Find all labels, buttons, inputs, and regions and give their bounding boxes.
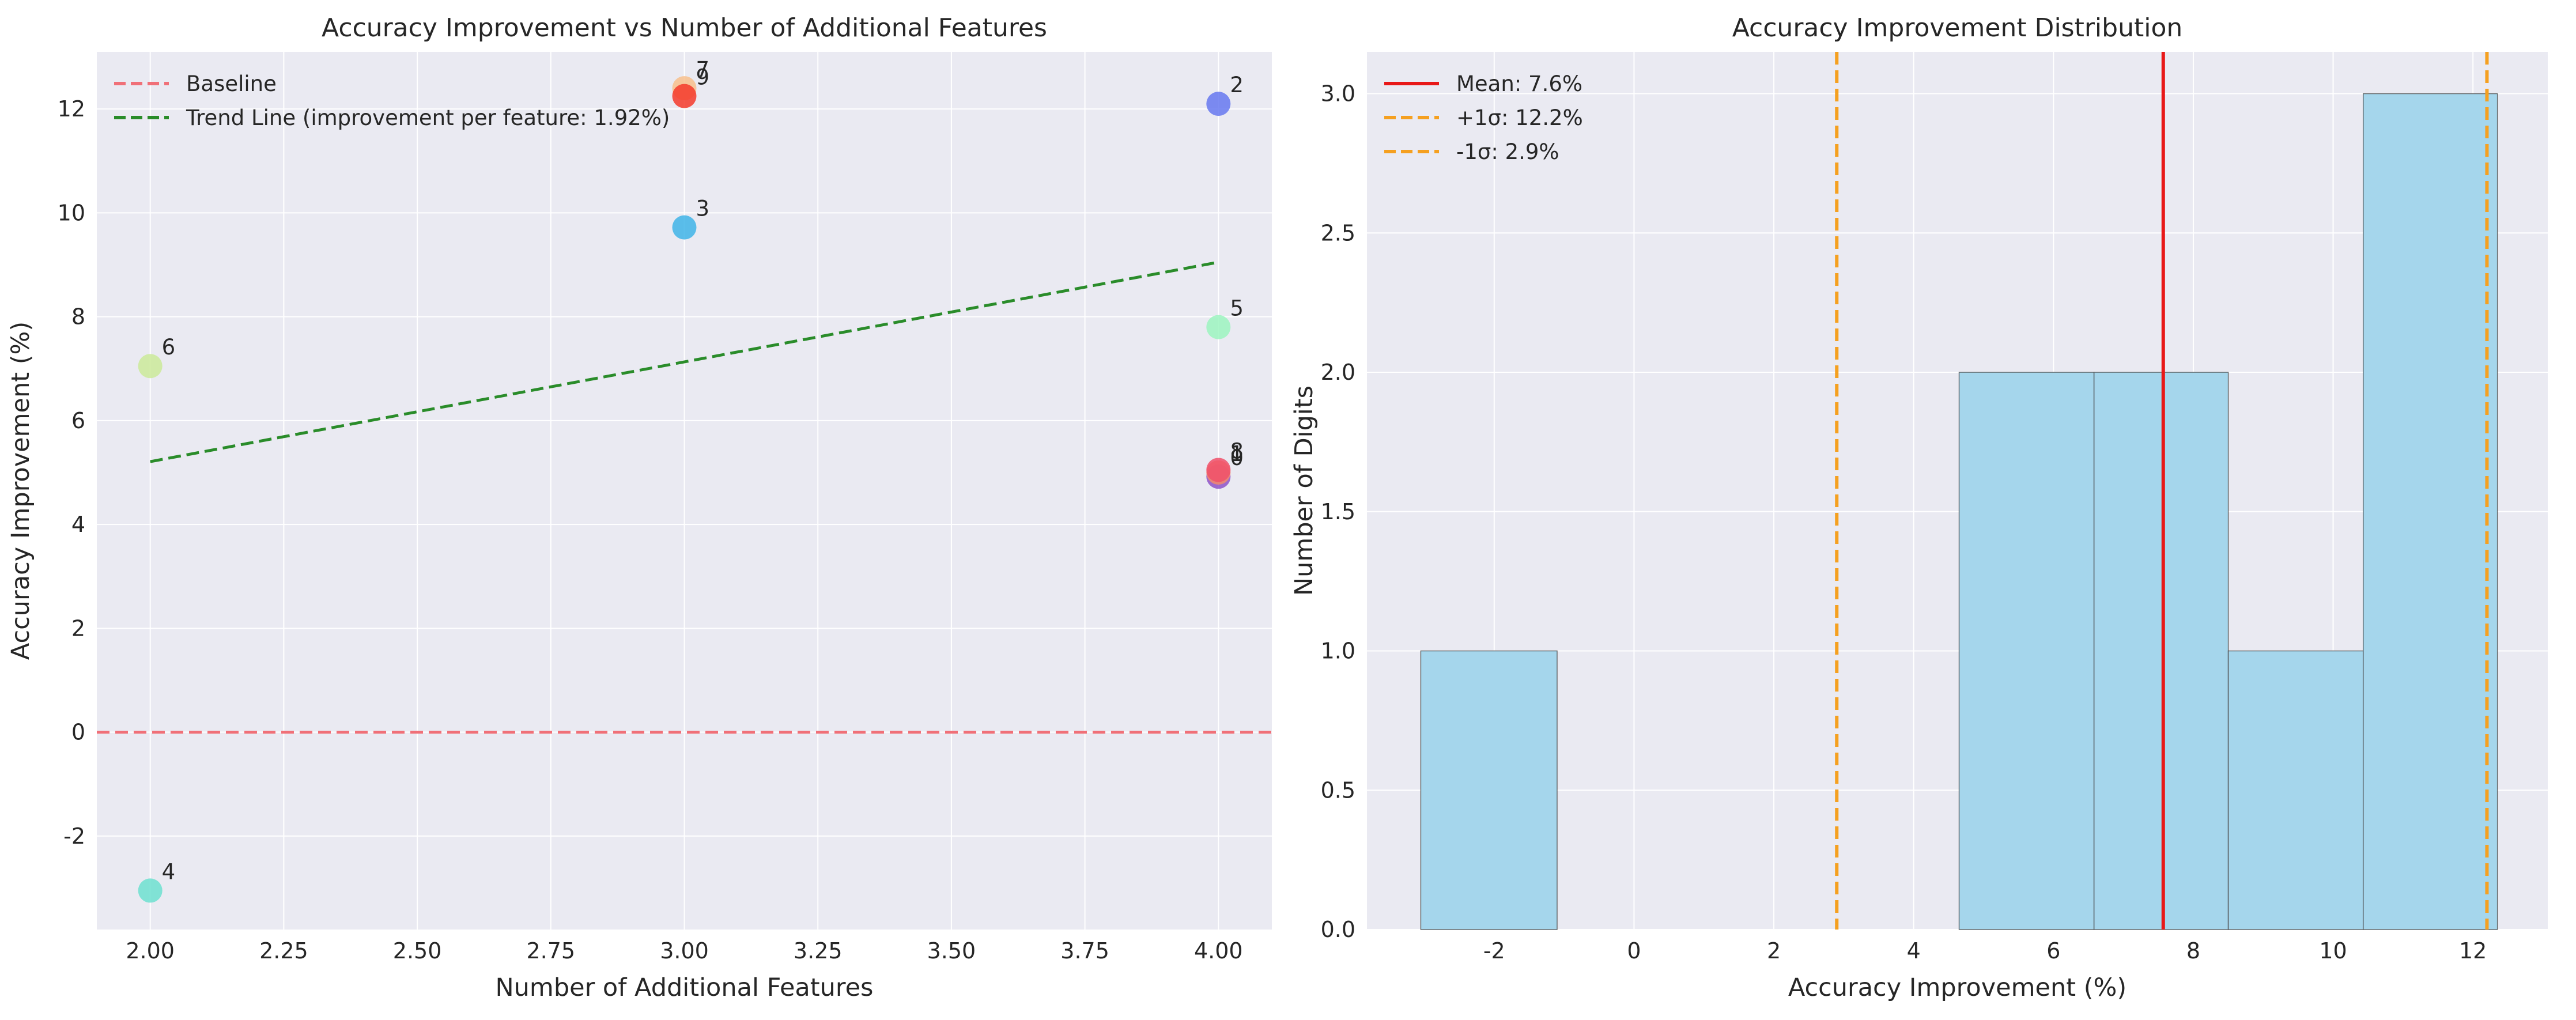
point-label: 9 bbox=[696, 65, 710, 90]
data-points bbox=[138, 76, 1231, 903]
data-point bbox=[138, 878, 163, 903]
x-tick-label: 2.50 bbox=[393, 938, 442, 964]
data-point bbox=[138, 354, 163, 379]
y-tick-label: 2.5 bbox=[1321, 220, 1355, 245]
point-label: 3 bbox=[696, 197, 710, 221]
x-tick-label: 12 bbox=[2459, 938, 2487, 964]
y-tick-label: 1.5 bbox=[1321, 499, 1355, 524]
y-tick-label: -2 bbox=[63, 823, 85, 849]
y-tick-label: 2.0 bbox=[1321, 360, 1355, 385]
data-point bbox=[1206, 92, 1231, 116]
gridlines bbox=[97, 52, 1272, 930]
x-tick-label: 4 bbox=[1907, 938, 1921, 964]
x-axis-label: Accuracy Improvement (%) bbox=[1788, 973, 2126, 1002]
point-label: 2 bbox=[1230, 73, 1244, 97]
histogram-panel: -2 0 2 4 6 8 10 12 0.0 0.5 1.0 1.5 2.0 2.5 3.0 Accuracy… bbox=[1290, 13, 2548, 1002]
y-axis-label: Accuracy Improvement (%) bbox=[6, 322, 35, 660]
x-tick-label: 3.25 bbox=[794, 938, 843, 964]
chart-title: Accuracy Improvement vs Number of Additi… bbox=[322, 13, 1047, 43]
legend: Mean: 7.6% +1σ: 12.2% -1σ: 2.9% bbox=[1384, 71, 1583, 164]
legend-label: Trend Line (improvement per feature: 1.9… bbox=[186, 105, 670, 130]
y-tick-label: 2 bbox=[71, 615, 85, 641]
y-tick-label: 12 bbox=[58, 96, 85, 122]
x-tick-label: 2 bbox=[1767, 938, 1781, 964]
data-point bbox=[672, 215, 697, 240]
y-tick-label: 0.5 bbox=[1321, 777, 1355, 803]
y-tick-label: 6 bbox=[71, 408, 85, 433]
y-tick-labels: 0.0 0.5 1.0 1.5 2.0 2.5 3.0 bbox=[1321, 81, 1355, 942]
x-tick-label: 3.50 bbox=[927, 938, 976, 964]
x-tick-label: 2.00 bbox=[126, 938, 175, 964]
point-label: 7 bbox=[696, 57, 710, 82]
histogram-bar bbox=[2362, 93, 2498, 930]
x-tick-label: 6 bbox=[2046, 938, 2060, 964]
x-tick-label: 0 bbox=[1627, 938, 1641, 964]
x-axis-label: Number of Additional Features bbox=[496, 973, 874, 1002]
histogram-bar bbox=[1958, 372, 2095, 930]
y-tick-label: 0.0 bbox=[1321, 917, 1355, 942]
histogram-bar bbox=[2093, 372, 2229, 930]
x-tick-label: 4.00 bbox=[1194, 938, 1243, 964]
point-label: 4 bbox=[162, 859, 176, 884]
histogram-bar bbox=[1420, 650, 1558, 930]
point-label: 6 bbox=[162, 335, 176, 360]
trend-line bbox=[150, 260, 1219, 463]
x-tick-label: 3.75 bbox=[1060, 938, 1109, 964]
y-tick-label: 4 bbox=[71, 512, 85, 537]
legend-label: -1σ: 2.9% bbox=[1456, 139, 1559, 164]
x-tick-label: 2.25 bbox=[259, 938, 308, 964]
legend: Baseline Trend Line (improvement per feat… bbox=[114, 71, 670, 130]
histogram-bar bbox=[2227, 650, 2364, 930]
y-tick-label: 3.0 bbox=[1321, 81, 1355, 107]
x-tick-labels: -2 0 2 4 6 8 10 12 bbox=[1483, 938, 2487, 964]
y-tick-label: 0 bbox=[71, 720, 85, 745]
data-point bbox=[1206, 315, 1231, 339]
point-labels: 01 2 3 4 5 6 7 8 9 bbox=[162, 57, 1244, 884]
histogram-bars bbox=[1420, 93, 2498, 930]
x-tick-label: 3.00 bbox=[660, 938, 709, 964]
y-tick-label: 1.0 bbox=[1321, 639, 1355, 664]
x-tick-label: 8 bbox=[2186, 938, 2200, 964]
legend-label: Mean: 7.6% bbox=[1456, 71, 1582, 96]
chart-title: Accuracy Improvement Distribution bbox=[1732, 13, 2183, 43]
y-tick-label: 10 bbox=[58, 200, 85, 225]
data-point bbox=[1206, 458, 1231, 482]
y-axis-label: Number of Digits bbox=[1290, 386, 1319, 596]
legend-label: Baseline bbox=[186, 71, 277, 96]
x-tick-label: 2.75 bbox=[526, 938, 575, 964]
point-label: 5 bbox=[1230, 296, 1244, 321]
point-label: 1 bbox=[1230, 441, 1244, 466]
point-label: 0 bbox=[1230, 445, 1244, 470]
x-tick-label: -2 bbox=[1483, 938, 1505, 964]
point-label: 8 bbox=[1230, 439, 1244, 463]
data-point bbox=[672, 84, 697, 108]
x-tick-labels: 2.00 2.25 2.50 2.75 3.00 3.25 3.50 3.75 4.00 bbox=[126, 938, 1242, 964]
y-tick-label: 8 bbox=[71, 304, 85, 330]
legend-label: +1σ: 12.2% bbox=[1456, 105, 1583, 130]
x-tick-label: 10 bbox=[2319, 938, 2347, 964]
y-tick-labels: -2 0 2 4 6 8 10 12 bbox=[58, 96, 85, 849]
